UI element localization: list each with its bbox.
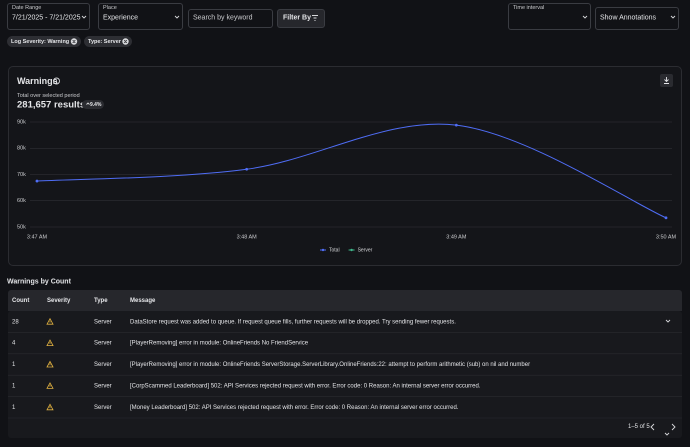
type: Server	[94, 319, 112, 325]
count: 4	[12, 341, 16, 347]
subtitle: Total over selected period	[17, 93, 80, 99]
column-header: Count	[12, 298, 29, 304]
chip[interactable]	[84, 36, 132, 47]
chip-x	[72, 39, 128, 44]
prev-button[interactable]	[650, 423, 655, 431]
placeholder: Search by keyword	[193, 14, 253, 22]
y-tick-label: 80k	[17, 146, 26, 152]
value: Show Annotations	[600, 14, 657, 22]
time-interval[interactable]	[508, 3, 591, 30]
chevron	[81, 15, 87, 19]
x-tick-label: 3:50 AM	[656, 234, 677, 240]
filter-icon	[312, 15, 318, 21]
column-header: Severity	[47, 298, 71, 304]
x-tick-label: 3:47 AM	[27, 234, 48, 240]
count: 1	[12, 405, 16, 411]
badge	[82, 100, 104, 109]
chart: 50k 60k 70k 80k 90k 3:47 AM 3:48 AM 3:49 AM 3:50…	[17, 119, 677, 253]
x-tick-label: 3:49 AM	[446, 234, 467, 240]
card-title: Warnings	[17, 76, 58, 86]
message: DataStore request was added to queue. If…	[130, 319, 456, 325]
warning-icon	[46, 360, 54, 368]
chevron	[582, 15, 588, 19]
filter-button[interactable]	[277, 9, 325, 28]
total: 281,657 results	[17, 99, 86, 111]
type: Server	[94, 341, 112, 347]
up-arrow	[86, 102, 90, 105]
button-text: Filter By	[283, 14, 312, 22]
line	[36, 123, 667, 219]
chip[interactable]	[7, 36, 81, 47]
x-tick-label: 3:48 AM	[237, 234, 258, 240]
chevron	[664, 432, 670, 436]
type: Server	[94, 405, 112, 411]
chevron	[670, 15, 676, 19]
legend-label: Total	[329, 247, 340, 253]
y-tick-label: 90k	[17, 119, 26, 125]
warning-icon	[46, 382, 54, 389]
warning-icon	[46, 339, 54, 346]
pagination: 1–5 of 5	[628, 424, 650, 430]
point	[35, 179, 39, 183]
chip-text: Type: Server	[88, 38, 121, 45]
warning-icon	[46, 317, 54, 325]
annotations[interactable]	[595, 7, 679, 30]
info-icon	[53, 77, 60, 85]
badge-text: 9.4%	[90, 101, 102, 108]
label: Place	[103, 5, 117, 11]
count: 1	[12, 362, 16, 368]
chevron	[174, 15, 180, 19]
next-button[interactable]	[671, 423, 676, 431]
count: 1	[12, 383, 16, 389]
table-header	[8, 290, 682, 311]
point	[245, 167, 249, 171]
chip-text: Log Severity: Warning	[11, 38, 70, 45]
message: [CorpScammed Leaderboard] 502: API Servi…	[130, 383, 481, 389]
legend-label: Server	[358, 247, 373, 253]
section-title: Warnings by Count	[7, 278, 71, 286]
download-icon	[664, 77, 669, 84]
type: Server	[94, 383, 112, 389]
label: Time interval	[513, 5, 545, 11]
legend-swatch	[350, 248, 353, 252]
column-header: Message	[130, 298, 156, 304]
message: [Money Leaderboard] 502: API Services re…	[130, 405, 459, 411]
count: 28	[12, 319, 19, 325]
message: [PlayerRemoving] error in module: Online…	[130, 362, 530, 368]
type: Server	[94, 362, 112, 368]
place[interactable]	[98, 3, 183, 30]
search-box[interactable]	[188, 9, 273, 28]
y-tick-label: 70k	[17, 172, 26, 178]
icons	[53, 15, 676, 436]
legend-swatch	[321, 248, 325, 252]
warning-icon	[46, 403, 54, 411]
value: 7/21/2025 - 7/21/2025	[12, 14, 81, 22]
column-header: Type	[94, 298, 108, 304]
expand-row[interactable]	[665, 319, 671, 323]
message: [PlayerRemoving] error in module: Online…	[130, 341, 309, 347]
point	[664, 216, 668, 220]
point	[454, 123, 458, 127]
table: Count Severity Type Message 28 Server DataStor…	[8, 298, 682, 419]
label: Date Range	[12, 5, 42, 11]
y-tick-label: 60k	[17, 198, 26, 204]
date-range[interactable]	[7, 3, 90, 30]
value: Experience	[103, 14, 139, 22]
y-tick-label: 50k	[17, 224, 26, 230]
